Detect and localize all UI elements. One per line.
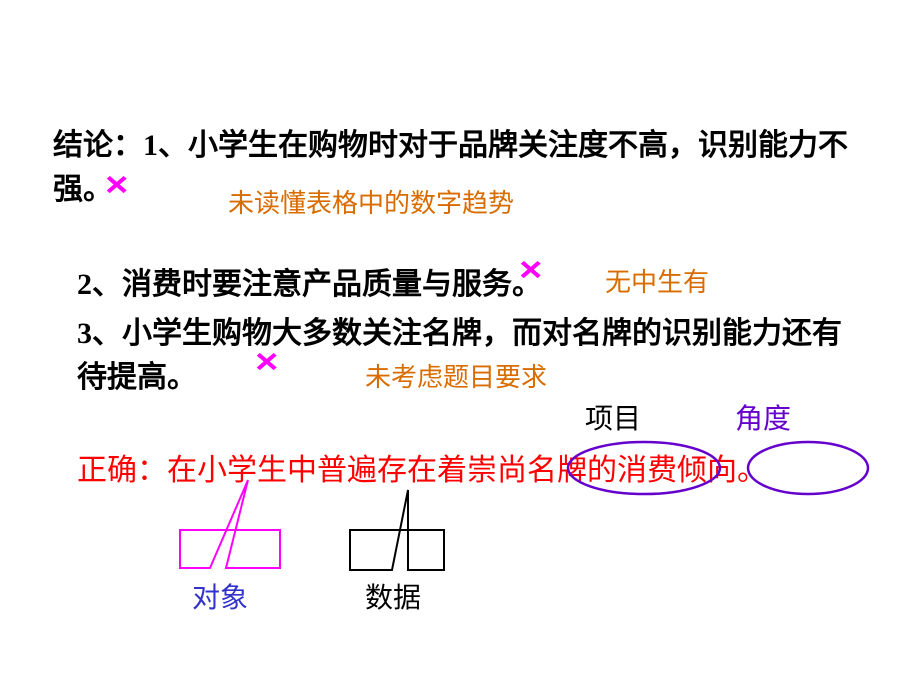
label-data: 数据 bbox=[365, 576, 421, 616]
conclusion-line-2: 2、消费时要注意产品质量与服务。 bbox=[77, 259, 542, 303]
callout-data bbox=[350, 490, 444, 570]
label-project: 项目 bbox=[585, 397, 641, 437]
correct-answer: 正确：在小学生中普遍存在着崇尚名牌的消费倾向。 bbox=[77, 449, 867, 493]
callout-object bbox=[180, 480, 280, 568]
annotation-note-3: 未考虑题目要求 bbox=[365, 357, 547, 394]
cross-mark-1: × bbox=[105, 166, 128, 204]
cross-mark-3: × bbox=[255, 343, 278, 381]
correct-text: 在小学生中普遍存在着崇尚名牌的消费倾向。 bbox=[167, 454, 767, 487]
label-angle: 角度 bbox=[735, 397, 791, 437]
cross-mark-2: × bbox=[519, 251, 542, 289]
label-object: 对象 bbox=[192, 576, 248, 616]
correct-prefix: 正确： bbox=[77, 454, 167, 487]
annotation-note-2: 无中生有 bbox=[605, 262, 709, 299]
annotation-note-1: 未读懂表格中的数字趋势 bbox=[228, 183, 514, 220]
